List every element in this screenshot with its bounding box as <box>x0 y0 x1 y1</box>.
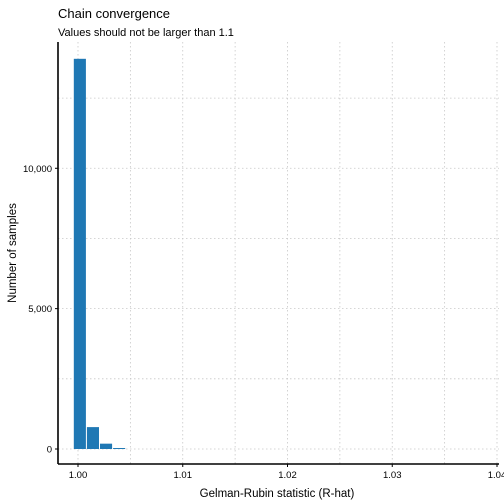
histogram-bar <box>86 427 99 449</box>
y-axis-title: Number of samples <box>7 203 19 303</box>
gridlines <box>58 42 499 464</box>
chart-subtitle: Values should not be larger than 1.1 <box>58 27 234 39</box>
tick-labels: 1.00 1.01 1.02 1.03 1.04 0 5,000 10,000 <box>23 164 504 481</box>
histogram-bars <box>73 58 126 450</box>
y-tick-label: 10,000 <box>23 164 52 175</box>
x-axis-title: Gelman-Rubin statistic (R-hat) <box>200 488 355 500</box>
x-tick-label: 1.03 <box>383 470 402 481</box>
histogram-bar <box>113 448 126 449</box>
x-tick-label: 1.04 <box>488 470 504 481</box>
x-tick-label: 1.01 <box>174 470 193 481</box>
y-tick-label: 0 <box>47 445 52 456</box>
x-tick-label: 1.02 <box>278 470 297 481</box>
axes <box>57 42 499 465</box>
y-tick-label: 5,000 <box>28 304 52 315</box>
chart-title: Chain convergence <box>58 6 170 21</box>
x-tick-label: 1.00 <box>69 470 88 481</box>
histogram-bar <box>73 58 86 450</box>
histogram-bar <box>99 443 113 449</box>
